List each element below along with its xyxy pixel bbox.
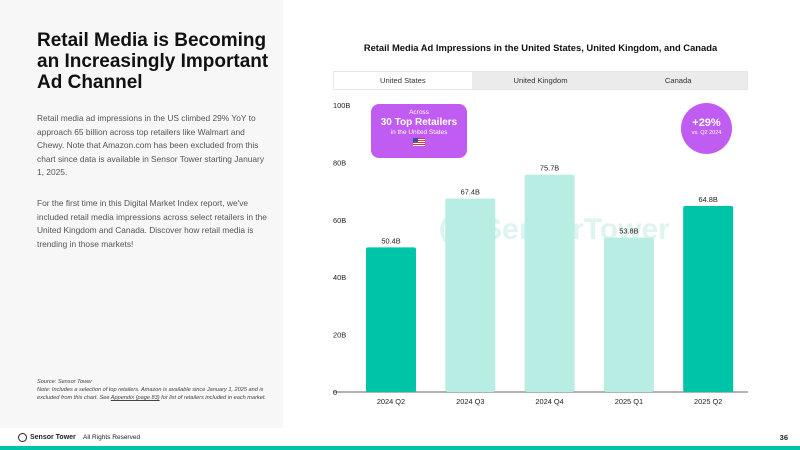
callout-line-3: in the United States [390,129,448,136]
appendix-link[interactable]: Appendix (page 83) [110,395,160,401]
tab-united-kingdom[interactable]: United Kingdom [471,72,610,89]
bar [366,247,416,392]
footer-logo: Sensor Tower [18,433,76,442]
data-label: 75.7B [540,164,559,173]
y-tick-label: 0 [333,388,337,397]
footer-accent-bar [0,446,800,450]
growth-badge: +29% vs. Q2 2024 [681,103,732,154]
y-tick-label: 20B [333,331,346,340]
data-label: 64.8B [699,195,718,204]
y-tick-label: 60B [333,216,346,225]
note-line: Note: Includes a selection of top retail… [37,386,277,402]
note-text-end: for list of retailers included in each m… [159,395,266,401]
x-tick-label: 2024 Q2 [377,397,405,406]
callout-line-2: 30 Top Retailers [380,117,458,128]
x-tick-label: 2025 Q1 [615,397,643,406]
retailers-callout: Across 30 Top Retailers in the United St… [371,104,467,158]
page-number: 36 [779,433,788,442]
country-tabs: United States United Kingdom Canada [333,71,748,90]
x-tick-label: 2024 Q4 [535,397,563,406]
bar-chart: 0 20B 40B 60B 80B 100B 50.4B 2024 Q2 67.4B 2024 Q… [333,101,748,406]
data-label: 50.4B [381,236,400,245]
bar [683,206,734,392]
source-line: Source: Sensor Tower [37,379,93,385]
intro-paragraph: Retail media ad impressions in the US cl… [37,113,265,177]
y-tick-label: 80B [333,158,346,167]
x-tick-label: 2025 Q2 [694,397,722,406]
tab-canada[interactable]: Canada [609,72,748,89]
bar [524,174,575,392]
second-paragraph: For the first time in this Digital Marke… [37,198,267,249]
source-note: Source: Sensor Tower Note: Includes a se… [37,378,277,402]
sensor-tower-logo-icon [18,433,27,442]
left-panel: Retail Media is Becoming an Increasingly… [0,0,283,428]
chart-title: Retail Media Ad Impressions in the Unite… [363,42,718,53]
y-tick-label: 40B [333,273,346,282]
footer-logo-text: Sensor Tower [30,434,76,441]
footer-rights: All Rights Reserved [83,434,141,441]
page-title: Retail Media is Becoming an Increasingly… [37,30,269,93]
growth-caption: vs. Q2 2024 [691,130,722,136]
x-tick-label: 2024 Q3 [456,397,484,406]
us-flag-icon [413,138,425,146]
callout-line-1: Across [409,109,429,116]
note-text: Note: Includes a selection of top retail… [37,387,264,401]
tab-united-states[interactable]: United States [334,72,472,89]
data-label: 53.8B [619,227,638,236]
bar [603,237,654,392]
y-tick-label: 100B [333,101,350,110]
footer: Sensor Tower All Rights Reserved 36 [0,428,800,450]
growth-value: +29% [692,117,721,129]
bar [445,198,496,392]
data-label: 67.4B [461,188,480,197]
